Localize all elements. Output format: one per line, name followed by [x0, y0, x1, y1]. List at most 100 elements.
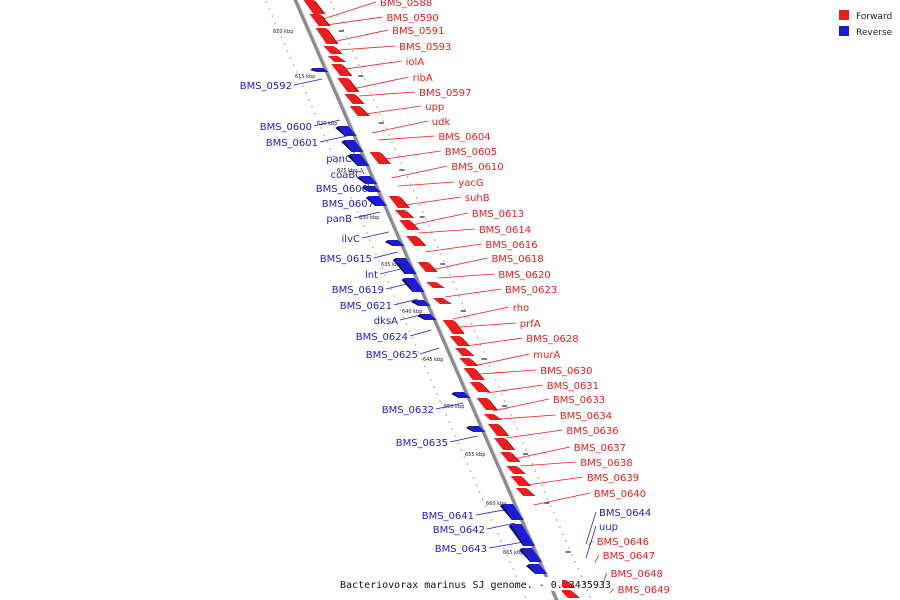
gene-label-reverse: BMS_0632 [382, 405, 434, 416]
gene-label-forward: BMS_0614 [479, 225, 531, 236]
guide-dot [354, 57, 357, 59]
guide-dot [501, 393, 503, 395]
guide-dot [378, 260, 380, 262]
gene-label-forward: BMS_0618 [491, 254, 543, 265]
guide-dot [385, 127, 387, 129]
reverse-gene-feature [312, 68, 329, 72]
guide-dot [430, 379, 432, 381]
guide-dot [418, 204, 421, 206]
gene-label-reverse: BMS_0592 [240, 81, 292, 92]
gene-label-forward: BMS_0597 [419, 88, 471, 99]
gene-label-forward: BMS_0628 [526, 334, 578, 345]
reverse-gene-shade [465, 426, 476, 432]
guide-dot [484, 505, 487, 507]
guide-dot [338, 169, 341, 171]
guide-dot [399, 309, 402, 311]
guide-dot [323, 134, 325, 136]
gene-features [303, 0, 580, 598]
reverse-gene-feature [395, 258, 417, 274]
guide-dot [472, 477, 475, 479]
guide-dot [540, 484, 543, 486]
leader-line-reverse [488, 541, 524, 549]
reverse-gene-shade [361, 186, 371, 192]
leader-line-forward [326, 16, 383, 26]
leader-line-forward [466, 337, 523, 347]
guide-dot [384, 274, 386, 276]
gene-label-reverse: dksA [374, 316, 398, 327]
forward-gene-shade [473, 368, 485, 380]
forward-gene-shade [479, 382, 491, 392]
forward-gene-shade [459, 336, 471, 346]
forward-gene-feature [349, 106, 368, 116]
forward-gene-feature [463, 368, 483, 380]
leader-line-reverse [486, 522, 516, 530]
guide-dot [479, 344, 482, 346]
guide-dot [568, 547, 570, 549]
forward-gene-shade [498, 424, 510, 436]
leader-line-forward [506, 429, 563, 439]
forward-gene-shade [525, 488, 536, 496]
guide-dot [580, 575, 582, 577]
forward-gene-feature [506, 466, 524, 474]
tick-label: 655 kbp [465, 452, 485, 458]
reverse-gene-feature [511, 524, 536, 546]
leader-line-reverse [313, 119, 341, 127]
guide-dot [412, 190, 415, 192]
tick-label: 620 kbp [317, 121, 337, 127]
reverse-gene-feature [344, 140, 364, 152]
guide-dot [277, 29, 280, 31]
guide-dot [440, 253, 442, 255]
leader-line-forward [492, 398, 549, 412]
leader-line-forward [444, 288, 502, 298]
leader-line-forward [473, 353, 530, 367]
gene-label-forward: ribA [413, 73, 433, 84]
forward-gene-feature [469, 382, 489, 392]
reverse-gene-shade [499, 504, 514, 520]
guide-dot [437, 246, 439, 248]
forward-gene-feature [454, 348, 473, 356]
kbp-ticks: 610 kbp 615 kbp 620 kbp 625 kbp 630 kbp 635 k… [273, 29, 571, 556]
leader-line-forward [486, 384, 543, 394]
legend-label-reverse: Reverse [856, 28, 893, 38]
gene-labels: BMS_0588 BMS_0590 BMS_0591 BMS_0593 iolA ribA… [240, 0, 670, 596]
guide-dot [448, 421, 450, 423]
guide-dot [455, 288, 458, 290]
gene-label-reverse: panC [326, 154, 352, 165]
leader-line-forward [365, 105, 422, 115]
forward-gene-shade [359, 106, 370, 116]
guide-dot [347, 190, 350, 192]
guide-dot [268, 8, 271, 10]
guide-dot [298, 78, 301, 80]
guide-dot [420, 358, 423, 360]
reverse-gene-feature [350, 154, 370, 166]
forward-gene-feature [433, 298, 450, 304]
tick-label: 665 kbp [503, 550, 523, 556]
forward-gene-feature [323, 46, 341, 54]
leader-line-reverse [353, 211, 381, 219]
leader-line-reverse [419, 347, 440, 355]
gene-label-reverse: uup [599, 522, 618, 533]
tick-label: 610 kbp [273, 29, 293, 35]
forward-gene-feature [488, 424, 508, 436]
leader-line-forward [520, 461, 577, 467]
leader-line-reverse [449, 435, 478, 443]
guide-dot [439, 400, 441, 402]
guide-dot [265, 1, 268, 3]
gene-label-reverse: BMS_0641 [422, 511, 474, 522]
forward-gene-shade [319, 14, 331, 26]
gene-label-forward: BMS_0590 [387, 13, 439, 24]
guide-dot [388, 134, 390, 136]
gene-label-reverse: BMS_0600 [260, 122, 312, 133]
guide-dot [451, 428, 453, 430]
guide-dot [397, 155, 400, 157]
leader-line-reverse [393, 298, 419, 306]
reverse-gene-feature [368, 196, 388, 206]
guide-dot [406, 176, 409, 178]
guide-dot [409, 183, 412, 185]
guide-dot [417, 351, 420, 353]
gene-label-forward: BMS_0647 [603, 551, 655, 562]
forward-gene-feature [476, 398, 496, 410]
guide-dot [559, 526, 561, 528]
gene-label-reverse: BMS_0635 [396, 438, 448, 449]
forward-gene-feature [303, 0, 324, 14]
